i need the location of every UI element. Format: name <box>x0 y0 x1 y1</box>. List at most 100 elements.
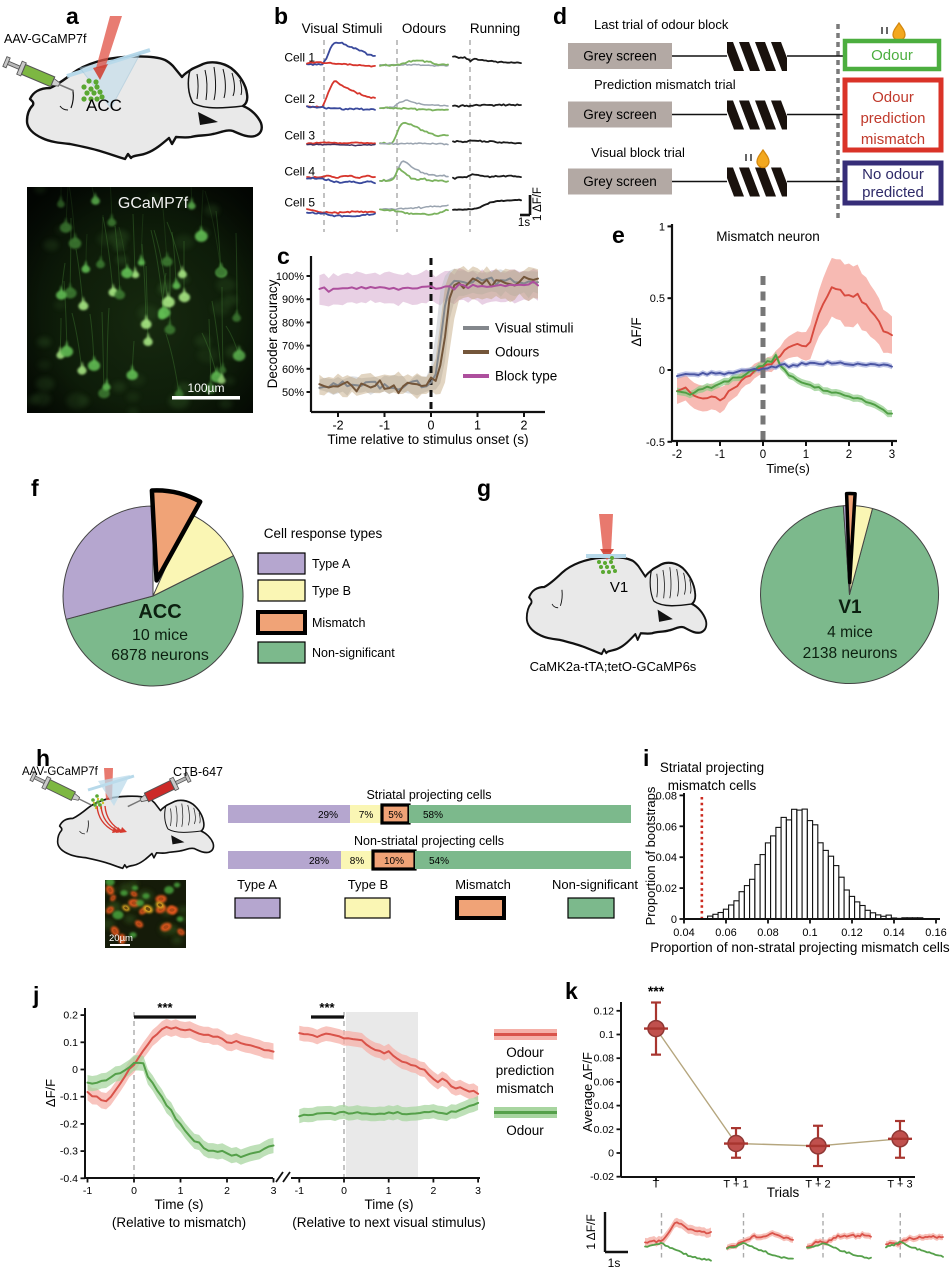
svg-text:mismatch: mismatch <box>861 131 925 148</box>
svg-text:0: 0 <box>760 449 766 461</box>
svg-text:Type A: Type A <box>312 557 351 571</box>
svg-text:0: 0 <box>659 365 665 377</box>
svg-text:Non-striatal projecting cells: Non-striatal projecting cells <box>354 834 504 848</box>
svg-text:0.12: 0.12 <box>841 927 862 939</box>
svg-text:f: f <box>31 475 39 501</box>
svg-text:1: 1 <box>474 419 481 433</box>
svg-text:Non-significant: Non-significant <box>312 646 395 660</box>
svg-text:Average ΔF/F: Average ΔF/F <box>580 1052 595 1132</box>
svg-text:***: *** <box>157 1000 173 1015</box>
svg-text:100µm: 100µm <box>188 381 225 395</box>
svg-text:0: 0 <box>671 914 677 926</box>
svg-text:c: c <box>277 243 290 269</box>
svg-text:prediction: prediction <box>860 110 925 127</box>
svg-text:-1: -1 <box>295 1185 304 1197</box>
svg-text:7%: 7% <box>359 810 374 821</box>
svg-text:0.12: 0.12 <box>594 1005 615 1017</box>
svg-text:1: 1 <box>178 1185 184 1197</box>
svg-text:1: 1 <box>386 1185 392 1197</box>
svg-text:4 mice: 4 mice <box>827 624 873 641</box>
svg-text:Time relative to stimulus onse: Time relative to stimulus onset (s) <box>327 432 528 447</box>
svg-text:Cell 2: Cell 2 <box>284 92 315 106</box>
svg-text:Odour: Odour <box>871 47 913 64</box>
svg-text:ACC: ACC <box>138 601 181 623</box>
svg-text:prediction: prediction <box>496 1063 555 1078</box>
svg-text:58%: 58% <box>423 810 443 821</box>
svg-text:T + 1: T + 1 <box>723 1179 748 1191</box>
svg-text:0: 0 <box>72 1064 78 1076</box>
svg-text:8%: 8% <box>350 856 365 867</box>
svg-text:ΔF/F: ΔF/F <box>43 1079 58 1107</box>
svg-text:Non-significant: Non-significant <box>552 877 638 892</box>
svg-text:0.06: 0.06 <box>656 821 677 833</box>
svg-text:Decoder accuracy: Decoder accuracy <box>265 279 280 388</box>
svg-text:Type B: Type B <box>348 877 388 892</box>
svg-text:0: 0 <box>131 1185 137 1197</box>
svg-text:j: j <box>32 982 39 1008</box>
svg-text:AAV-GCaMP7f: AAV-GCaMP7f <box>22 766 99 778</box>
svg-text:0.06: 0.06 <box>594 1076 615 1088</box>
svg-text:-1: -1 <box>379 419 390 433</box>
svg-text:-0.02: -0.02 <box>590 1171 614 1183</box>
svg-text:k: k <box>565 978 578 1004</box>
svg-text:0.04: 0.04 <box>656 852 677 864</box>
svg-text:-2: -2 <box>332 419 343 433</box>
svg-text:0.1: 0.1 <box>802 927 817 939</box>
svg-text:ACC: ACC <box>86 96 122 115</box>
svg-text:AAV-GCaMP7f: AAV-GCaMP7f <box>4 32 87 46</box>
svg-text:1 ΔF/F: 1 ΔF/F <box>532 187 544 221</box>
svg-text:Cell response types: Cell response types <box>264 526 383 541</box>
svg-text:3: 3 <box>475 1185 481 1197</box>
svg-text:CTB-647: CTB-647 <box>173 765 223 779</box>
svg-text:T + 3: T + 3 <box>887 1179 912 1191</box>
svg-text:2: 2 <box>846 449 852 461</box>
svg-text:Proportion of bootstraps: Proportion of bootstraps <box>643 786 658 925</box>
svg-text:0.04: 0.04 <box>673 927 694 939</box>
svg-text:***: *** <box>648 983 665 999</box>
svg-text:Visual block trial: Visual block trial <box>591 145 685 160</box>
svg-text:mismatch cells: mismatch cells <box>668 778 757 793</box>
svg-text:Prediction mismatch trial: Prediction mismatch trial <box>594 77 736 92</box>
svg-text:e: e <box>612 222 625 248</box>
svg-text:ΔF/F: ΔF/F <box>629 317 644 346</box>
svg-text:Grey screen: Grey screen <box>583 49 657 64</box>
svg-text:60%: 60% <box>282 364 304 376</box>
svg-text:1s: 1s <box>518 217 530 229</box>
svg-text:-0.4: -0.4 <box>60 1173 78 1185</box>
svg-text:100%: 100% <box>276 271 304 283</box>
svg-text:Proportion of non-stratal proj: Proportion of non-stratal projecting mis… <box>650 940 950 955</box>
svg-text:Odours: Odours <box>402 21 447 36</box>
svg-text:-1: -1 <box>715 449 725 461</box>
svg-text:Time (s): Time (s) <box>365 1197 414 1212</box>
svg-text:29%: 29% <box>318 810 338 821</box>
svg-text:-2: -2 <box>672 449 682 461</box>
svg-text:0: 0 <box>428 419 435 433</box>
svg-text:6878 neurons: 6878 neurons <box>111 647 209 664</box>
svg-text:3: 3 <box>889 449 895 461</box>
svg-text:Odour: Odour <box>872 89 914 106</box>
svg-text:CaMK2a-tTA;tetO-GCaMP6s: CaMK2a-tTA;tetO-GCaMP6s <box>530 659 697 674</box>
svg-text:1 ΔF/F: 1 ΔF/F <box>584 1214 598 1249</box>
svg-text:Visual stimuli: Visual stimuli <box>495 321 574 336</box>
svg-text:5%: 5% <box>388 810 403 821</box>
svg-text:Odour: Odour <box>506 1123 544 1138</box>
svg-text:-0.3: -0.3 <box>60 1146 78 1158</box>
svg-text:0.08: 0.08 <box>757 927 778 939</box>
svg-text:3: 3 <box>271 1185 277 1197</box>
svg-text:Mismatch: Mismatch <box>455 877 511 892</box>
svg-text:Cell 3: Cell 3 <box>284 129 315 143</box>
svg-text:mismatch: mismatch <box>496 1081 554 1096</box>
svg-text:Running: Running <box>470 21 520 36</box>
svg-text:T + 2: T + 2 <box>805 1179 830 1191</box>
svg-text:0.06: 0.06 <box>715 927 736 939</box>
svg-text:1s: 1s <box>608 1256 621 1270</box>
svg-text:i: i <box>643 745 649 771</box>
svg-text:1: 1 <box>803 449 809 461</box>
svg-text:Visual Stimuli: Visual Stimuli <box>302 21 383 36</box>
svg-text:0: 0 <box>608 1148 614 1160</box>
svg-text:Cell 4: Cell 4 <box>284 165 315 179</box>
svg-text:0: 0 <box>341 1185 347 1197</box>
svg-text:Odour: Odour <box>506 1045 544 1060</box>
svg-text:predicted: predicted <box>862 184 924 201</box>
svg-text:28%: 28% <box>309 856 329 867</box>
